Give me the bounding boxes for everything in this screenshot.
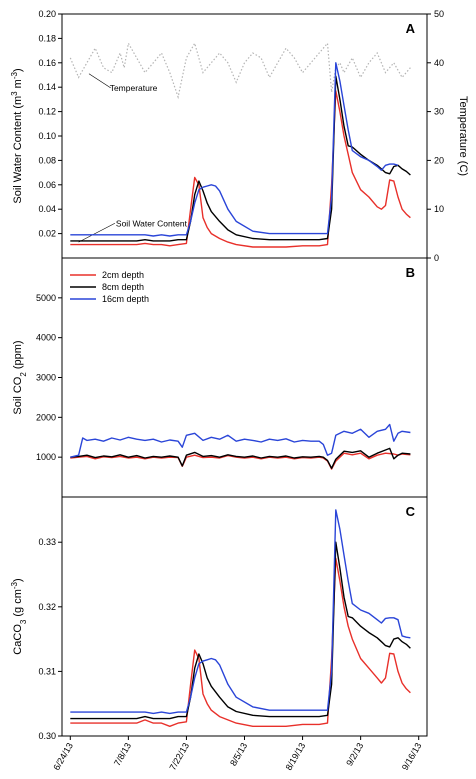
y2-tick-label: 50 [434, 9, 444, 19]
panel-a: 0.02 0.04 0.06 0.08 0.10 0.12 0.14 0.16 0.18 0.20… [10, 9, 470, 263]
x-tick-label: 7/8/13 [112, 741, 133, 768]
y-axis-title: CaCO3 (g cm-3) [10, 578, 28, 654]
x-tick-label: 7/22/13 [167, 741, 191, 772]
y-tick-label: 0.04 [38, 204, 56, 214]
series-line [70, 452, 411, 470]
series-line [70, 423, 411, 458]
y-tick-label: 4000 [36, 333, 56, 343]
annotation-label: Temperature [110, 83, 158, 93]
x-axis: 6/24/13 7/8/13 7/22/13 8/5/13 8/19/13 9/2/13 9… [51, 736, 423, 772]
series-line [70, 75, 411, 242]
panel-c: 0.30 0.31 0.32 0.33 C CaCO3 (g cm-3) [10, 496, 428, 741]
y2-tick-label: 30 [434, 107, 444, 117]
series-line [70, 447, 411, 469]
x-tick-label: 9/2/13 [344, 741, 365, 768]
y2-tick-label: 10 [434, 204, 444, 214]
legend-label: 16cm depth [102, 294, 149, 304]
x-tick-label: 8/19/13 [284, 741, 308, 772]
panel-label: A [406, 21, 416, 36]
y-tick-label: 5000 [36, 293, 56, 303]
x-tick-label: 8/5/13 [228, 741, 249, 768]
y-tick-label: 3000 [36, 373, 56, 383]
y-tick-label: 0.12 [38, 107, 56, 117]
y-tick-label: 0.06 [38, 180, 56, 190]
y-tick-label: 0.14 [38, 82, 56, 92]
y-axis-title: Soil CO2 (ppm) [12, 340, 28, 414]
y2-tick-label: 20 [434, 155, 444, 165]
legend-label: 8cm depth [102, 282, 144, 292]
y-tick-label: 0.18 [38, 33, 56, 43]
series-line [70, 557, 411, 727]
annotation-leader [88, 73, 111, 89]
x-tick-label: 9/16/13 [400, 741, 424, 772]
series-line [70, 541, 411, 720]
legend-label: 2cm depth [102, 270, 144, 280]
annotation-leader [78, 223, 116, 243]
y-axis-title: Soil Water Content (m3 m-3) [10, 68, 25, 203]
y2-axis-title: Temperature (C) [457, 96, 469, 176]
y-tick-label: 0.20 [38, 9, 56, 19]
y-tick-label: 0.16 [38, 58, 56, 68]
y-tick-label: 1000 [36, 452, 56, 462]
panel-label: C [406, 504, 416, 519]
y-tick-label: 0.31 [38, 666, 56, 676]
y2-tick-label: 40 [434, 58, 444, 68]
y-tick-label: 2000 [36, 412, 56, 422]
y-tick-label: 0.32 [38, 602, 56, 612]
series-line [70, 509, 411, 715]
annotation-label: Soil Water Content [116, 218, 188, 228]
x-tick-label: 6/24/13 [51, 741, 75, 772]
panel-label: B [406, 265, 415, 280]
y-tick-label: 0.33 [38, 537, 56, 547]
series-line [70, 62, 399, 237]
temperature-line [69, 41, 411, 100]
y-tick-label: 0.08 [38, 155, 56, 165]
panel-b: 1000 2000 3000 4000 5000 B Soil CO2 (ppm) 2cm d… [12, 257, 428, 498]
y-tick-label: 0.10 [38, 131, 56, 141]
series-line [70, 90, 411, 248]
y-tick-label: 0.02 [38, 229, 56, 239]
y-tick-label: 0.30 [38, 731, 56, 741]
y2-tick-label: 0 [434, 253, 439, 263]
